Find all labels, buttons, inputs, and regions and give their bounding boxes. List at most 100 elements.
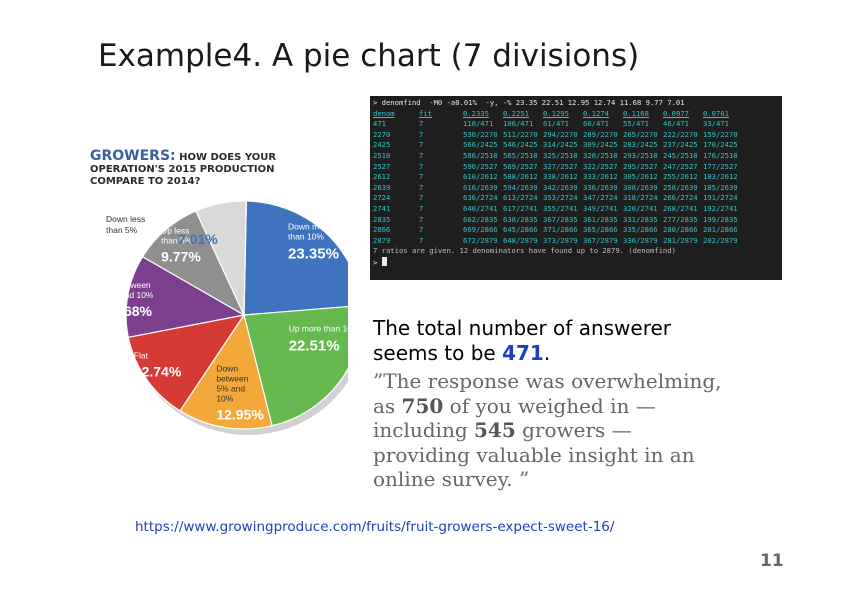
pie-slice-value: 12.95% — [216, 407, 264, 423]
pie-slice-label: Up between — [105, 280, 151, 290]
pie-slice-label: Up more than 10% — [289, 324, 348, 334]
terminal-cell: 7 — [419, 161, 424, 171]
pie-heading-accent: GROWERS: — [90, 148, 176, 164]
terminal-cell: 283/2425 — [623, 140, 658, 150]
terminal-header-cell: 0.1274 — [583, 108, 609, 118]
pie-slice-label: 5% and 10% — [105, 290, 154, 300]
terminal-cell: 159/2270 — [703, 129, 738, 139]
terminal-cell: 569/2527 — [503, 161, 538, 171]
answerer-note: The total number of answerer seems to be… — [373, 316, 773, 366]
terminal-cell: 648/2879 — [503, 235, 538, 245]
terminal-cell: 7 — [419, 119, 424, 129]
terminal-cell: 645/2866 — [503, 225, 538, 235]
terminal-cell: 268/2741 — [663, 203, 698, 213]
terminal-cell: 617/2741 — [503, 203, 538, 213]
terminal-row: 2724 7 636/2724 613/2724 353/2724 347/2724 318… — [373, 193, 779, 204]
terminal-cell: 266/2724 — [663, 193, 698, 203]
terminal-header-cell: 0.0977 — [663, 108, 689, 118]
terminal-cell: 2612 — [373, 172, 391, 182]
terminal-header-cell: 0.0701 — [703, 108, 729, 118]
terminal-row: 2866 7 669/2866 645/2866 371/2866 365/2866 335… — [373, 225, 779, 236]
terminal-cell: 295/2527 — [623, 161, 658, 171]
terminal-cell: 322/2527 — [583, 161, 618, 171]
terminal-cell: 371/2866 — [543, 225, 578, 235]
terminal-cell: 320/2741 — [623, 203, 658, 213]
terminal-cursor — [381, 256, 387, 266]
terminal-cell: 247/2527 — [663, 161, 698, 171]
terminal-cell: 55/471 — [623, 119, 649, 129]
terminal-cell: 170/2425 — [703, 140, 738, 150]
pie-slice-label-group: Up more than 10% 22.51% — [289, 324, 348, 355]
terminal-cell: 373/2879 — [543, 235, 578, 245]
terminal-cell: 237/2425 — [663, 140, 698, 150]
terminal-cell: 335/2866 — [623, 225, 658, 235]
pie-heading-line3: COMPARE TO 2014? — [90, 176, 201, 187]
terminal-cell: 638/2835 — [503, 214, 538, 224]
terminal-cell: 566/2425 — [463, 140, 498, 150]
pie-slice-label: Down — [216, 364, 238, 374]
pie-slice-label: than 5% — [106, 225, 138, 235]
pie-slice-value: 11.68% — [105, 303, 152, 319]
terminal-cell: 7 — [419, 172, 424, 182]
note-line2: seems to be 471. — [373, 341, 773, 366]
terminal-cell: 177/2527 — [703, 161, 738, 171]
terminal-header-cell: 0.2335 — [463, 108, 489, 118]
terminal-cell: 2510 — [373, 150, 391, 160]
terminal-cell: 2425 — [373, 140, 391, 150]
terminal-cell: 7 — [419, 235, 424, 245]
pie-slice — [127, 314, 246, 412]
terminal-row: 471 7 110/471 106/471 61/471 60/471 55/471 46/4… — [373, 119, 779, 130]
terminal-cell: 336/2639 — [583, 182, 618, 192]
terminal-cell: 331/2835 — [623, 214, 658, 224]
terminal-cell: 325/2510 — [543, 150, 578, 160]
terminal-cell: 7 — [419, 140, 424, 150]
terminal-row: 2741 7 640/2741 617/2741 355/2741 349/2741 320… — [373, 204, 779, 215]
terminal-cell: 222/2270 — [663, 129, 698, 139]
terminal-cell: 367/2879 — [583, 235, 618, 245]
quote-line3-pre: including — [373, 418, 474, 442]
quote-number-545: 545 — [474, 418, 516, 442]
terminal-cell: 320/2510 — [583, 150, 618, 160]
terminal-cell: 2835 — [373, 214, 391, 224]
terminal-cell: 7 — [419, 225, 424, 235]
note-line2-pre: seems to be — [373, 341, 503, 365]
source-link[interactable]: https://www.growingproduce.com/fruits/fr… — [135, 519, 615, 535]
terminal-cell: 258/2639 — [663, 182, 698, 192]
terminal-cell: 255/2612 — [663, 172, 698, 182]
terminal-table: denom fit 0.2335 0.2251 0.1295 0.1274 0.1168 0.… — [373, 109, 779, 247]
note-total-number: 471 — [502, 341, 544, 365]
terminal-header-cell: fit — [419, 108, 432, 118]
quote-number-750: 750 — [401, 393, 444, 418]
terminal-cell: 610/2612 — [463, 172, 498, 182]
terminal-header-row: denom fit 0.2335 0.2251 0.1295 0.1274 0.1168 0.… — [373, 109, 779, 120]
terminal-cell: 106/471 — [503, 119, 534, 129]
terminal-cell: 672/2879 — [463, 235, 498, 245]
terminal-cell: 640/2741 — [463, 203, 498, 213]
terminal-cell: 546/2425 — [503, 140, 538, 150]
quote-line2: as 750 of you weighed in — — [373, 394, 773, 419]
pie-slice-label: than 5% — [161, 235, 193, 245]
terminal-header-cell: 0.2251 — [503, 108, 529, 118]
terminal-cell: 33/471 — [703, 119, 729, 129]
terminal-cell: 294/2270 — [543, 129, 578, 139]
quote-line2-post: of you weighed in — — [443, 393, 656, 418]
quote-line1: ”The response was overwhelming, — [373, 369, 722, 393]
terminal-cell: 277/2835 — [663, 214, 698, 224]
pie-heading-line2: OPERATION'S 2015 PRODUCTION — [90, 164, 275, 175]
terminal-cell: 176/2510 — [703, 150, 738, 160]
quote-line4: providing valuable insight in an — [373, 442, 695, 467]
terminal-cell: 662/2835 — [463, 214, 498, 224]
terminal-cell: 616/2639 — [463, 182, 498, 192]
terminal-cell: 336/2879 — [623, 235, 658, 245]
terminal-row: 2612 7 610/2612 588/2612 338/2612 333/2612 305… — [373, 172, 779, 183]
terminal-header-cell: denom — [373, 108, 395, 118]
terminal-header-cell: 0.1295 — [543, 108, 569, 118]
terminal-cell: 289/2270 — [583, 129, 618, 139]
terminal-cell: 565/2510 — [503, 150, 538, 160]
terminal-cell: 318/2724 — [623, 193, 658, 203]
terminal-cell: 333/2612 — [583, 172, 618, 182]
